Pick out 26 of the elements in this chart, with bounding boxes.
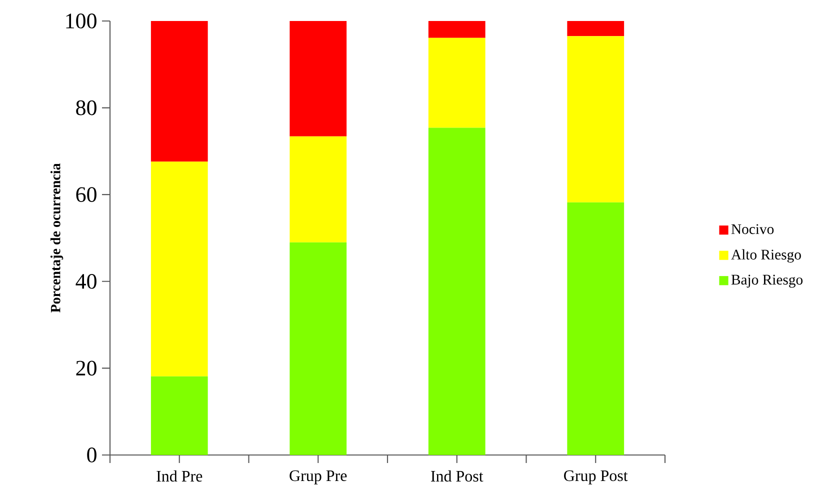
x-tick-label: Grup Post (564, 470, 628, 484)
bar (150, 376, 208, 455)
bar (428, 38, 486, 128)
y-tick-label: 100 (66, 14, 96, 28)
y-tick-label: 40 (76, 274, 96, 289)
bar (290, 242, 347, 455)
bar (150, 20, 208, 162)
legend-label: Bajo Riesgo (731, 274, 803, 288)
y-tick-label: 80 (76, 100, 96, 116)
legend-label: Nocivo (731, 224, 774, 234)
legend-label: Alto Riesgo (731, 249, 801, 263)
bar (567, 36, 624, 202)
y-tick-label: 20 (76, 360, 96, 376)
bar (150, 162, 208, 376)
y-tick-label: 60 (76, 187, 96, 202)
bar (428, 128, 486, 455)
x-tick-label: Ind Pre (156, 470, 202, 482)
bar (290, 136, 347, 242)
y-tick-label: 0 (87, 448, 96, 462)
bar (428, 20, 486, 38)
x-tick-label: Grup Pre (290, 470, 347, 484)
y-axis-title: Porcentaje de ocurrencia (50, 163, 64, 313)
bar (567, 20, 624, 36)
bar (290, 20, 347, 136)
x-tick-label: Ind Post (431, 470, 484, 482)
bar (567, 202, 624, 455)
